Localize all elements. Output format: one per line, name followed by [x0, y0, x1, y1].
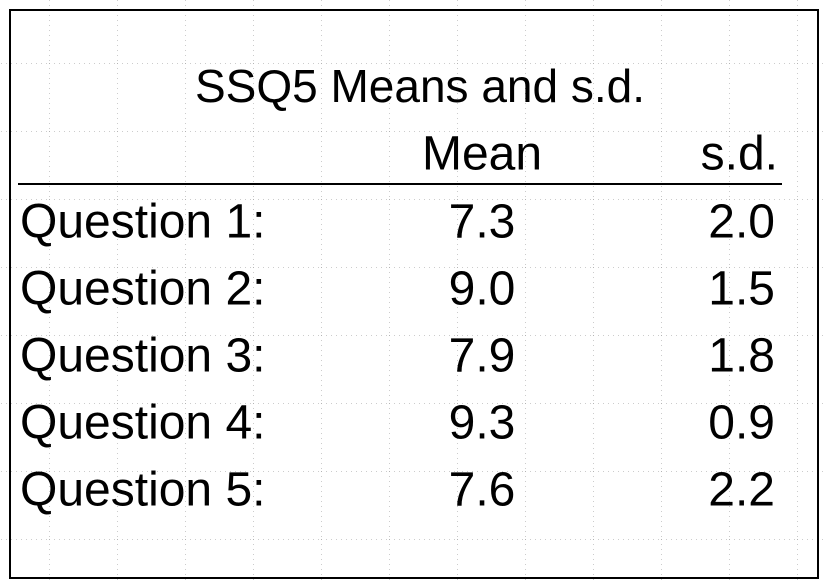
- column-header: Mean: [422, 128, 542, 181]
- row-label: Question 5:: [20, 464, 265, 517]
- sd-cell: 0.9: [708, 397, 775, 450]
- sd-cell: 1.8: [708, 330, 775, 383]
- mean-cell: 7.3: [449, 196, 516, 249]
- mean-cell: 9.0: [449, 263, 516, 316]
- row-label: Question 2:: [20, 263, 265, 316]
- sd-cell: 2.0: [708, 196, 775, 249]
- row-label: Question 1:: [20, 196, 265, 249]
- mean-cell: 7.6: [449, 464, 516, 517]
- row-label: Question 3:: [20, 330, 265, 383]
- sd-cell: 2.2: [708, 464, 775, 517]
- title: SSQ5 Means and s.d.: [195, 60, 645, 112]
- column-header: s.d.: [701, 128, 778, 181]
- sd-cell: 1.5: [708, 263, 775, 316]
- row-label: Question 4:: [20, 397, 265, 450]
- mean-cell: 7.9: [449, 330, 516, 383]
- mean-cell: 9.3: [449, 397, 516, 450]
- table-body: Question 1: 7.3 2.0 Question 2: 9.0 1.5 Questi…: [20, 196, 775, 517]
- frame: [9, 9, 819, 579]
